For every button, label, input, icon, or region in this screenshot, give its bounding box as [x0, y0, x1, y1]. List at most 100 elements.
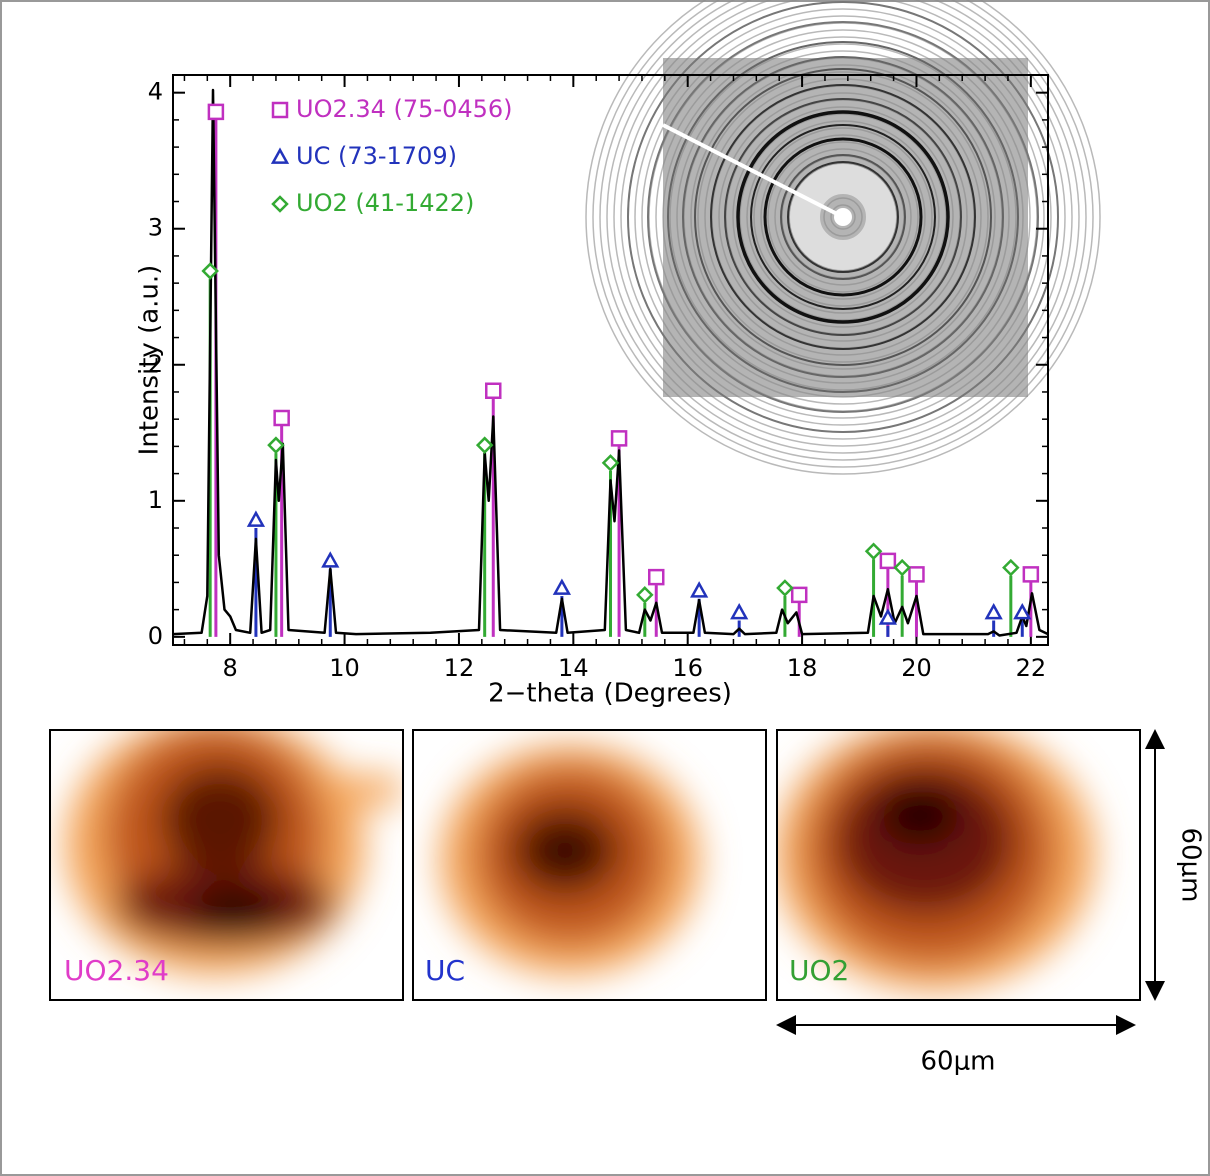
ring: [662, 36, 1024, 398]
ring: [724, 98, 962, 336]
ring: [599, 0, 1087, 461]
ring: [790, 164, 896, 270]
ring: [704, 78, 982, 356]
diamond-marker: [601, 454, 620, 472]
ring: [830, 204, 856, 230]
square-marker: [879, 552, 897, 570]
ring: [669, 43, 1017, 391]
diamond-marker: [271, 195, 289, 213]
ring: [736, 110, 950, 324]
map-label: UC: [425, 954, 465, 987]
ring: [606, 0, 1080, 454]
ring: [763, 137, 923, 297]
triangle-marker: [878, 608, 897, 625]
square-marker: [207, 103, 225, 121]
triangle-marker: [690, 581, 709, 598]
ring: [774, 148, 912, 286]
x-tick-label: 8: [223, 654, 238, 682]
square-marker: [485, 382, 502, 400]
ring: [739, 113, 947, 321]
ring: [585, 0, 1101, 475]
ring: [634, 8, 1052, 426]
map-label: UO2.34: [64, 954, 169, 987]
x-tick-label: 12: [444, 654, 475, 682]
map-panel: [440, 745, 700, 975]
ring: [746, 120, 940, 314]
diamond-marker: [776, 579, 794, 597]
map-frame: [412, 729, 767, 1001]
x-tick-label: 20: [901, 654, 932, 682]
triangle-marker: [730, 602, 749, 620]
ring: [627, 1, 1059, 433]
y-axis-label: Intensity (a.u.): [135, 265, 165, 456]
y-tick-label: 3: [148, 214, 163, 242]
square-marker: [648, 568, 665, 586]
y-tick-label: 1: [148, 486, 163, 514]
y-tick-label: 2: [148, 350, 163, 378]
ring: [647, 21, 1039, 413]
square-marker: [790, 586, 808, 604]
ring: [620, 0, 1066, 440]
ring: [760, 134, 926, 300]
diffraction-inset: [585, 0, 1101, 475]
ring: [613, 0, 1073, 447]
ring: [780, 154, 906, 280]
beam-stop-arm: [662, 123, 844, 219]
map-panel: [65, 730, 400, 975]
diamond-marker: [636, 586, 654, 604]
diamond-marker: [893, 558, 911, 577]
square-marker: [273, 409, 290, 427]
x-tick-label: 18: [787, 654, 818, 682]
ring: [753, 127, 933, 307]
y-tick-label: 4: [148, 78, 163, 106]
ring: [655, 29, 1031, 405]
diamond-marker: [267, 436, 285, 454]
x-axis-label: 2−theta (Degrees): [488, 679, 732, 709]
ring: [710, 84, 976, 350]
map-frame: [776, 729, 1141, 1001]
triangle-marker: [246, 510, 266, 527]
square-marker: [908, 566, 925, 583]
x-tick-label: 10: [329, 654, 360, 682]
ring: [697, 71, 989, 363]
triangle-marker: [270, 147, 290, 164]
ring: [750, 124, 936, 310]
ring: [676, 50, 1010, 384]
diamond-marker: [475, 436, 494, 454]
ring: [767, 141, 919, 293]
ring: [667, 41, 1019, 393]
x-tick-label: 22: [1016, 654, 1047, 682]
triangle-marker: [1013, 602, 1032, 620]
diamond-marker: [864, 542, 883, 561]
map-label: UO2: [789, 954, 849, 987]
triangle-marker: [321, 551, 340, 568]
plot-frame: [172, 74, 1049, 646]
scale-label: 60μm: [1176, 828, 1206, 903]
square-marker: [1022, 566, 1040, 583]
square-marker: [610, 430, 628, 447]
map-frame: [49, 729, 404, 1001]
x-tick-label: 14: [558, 654, 589, 682]
ring: [592, 0, 1094, 468]
x-tick-label: 16: [672, 654, 703, 682]
ring: [823, 197, 863, 237]
ring: [682, 56, 1004, 378]
ring: [641, 15, 1045, 419]
triangle-marker: [984, 602, 1003, 620]
diamond-marker: [1002, 558, 1020, 577]
legend-label: UO2.34 (75-0456): [296, 95, 513, 123]
legend-label: UC (73-1709): [296, 142, 457, 170]
map-panel: [777, 730, 1095, 990]
ring: [694, 68, 992, 366]
ring: [718, 92, 968, 342]
y-tick-label: 0: [148, 622, 163, 650]
ring: [732, 106, 954, 328]
scale-label: 60μm: [921, 1047, 996, 1077]
spectrum-line: [172, 88, 1049, 637]
legend-label: UO2 (41-1422): [296, 189, 474, 217]
triangle-marker: [552, 578, 572, 595]
ring: [787, 161, 899, 273]
ring: [690, 64, 996, 370]
